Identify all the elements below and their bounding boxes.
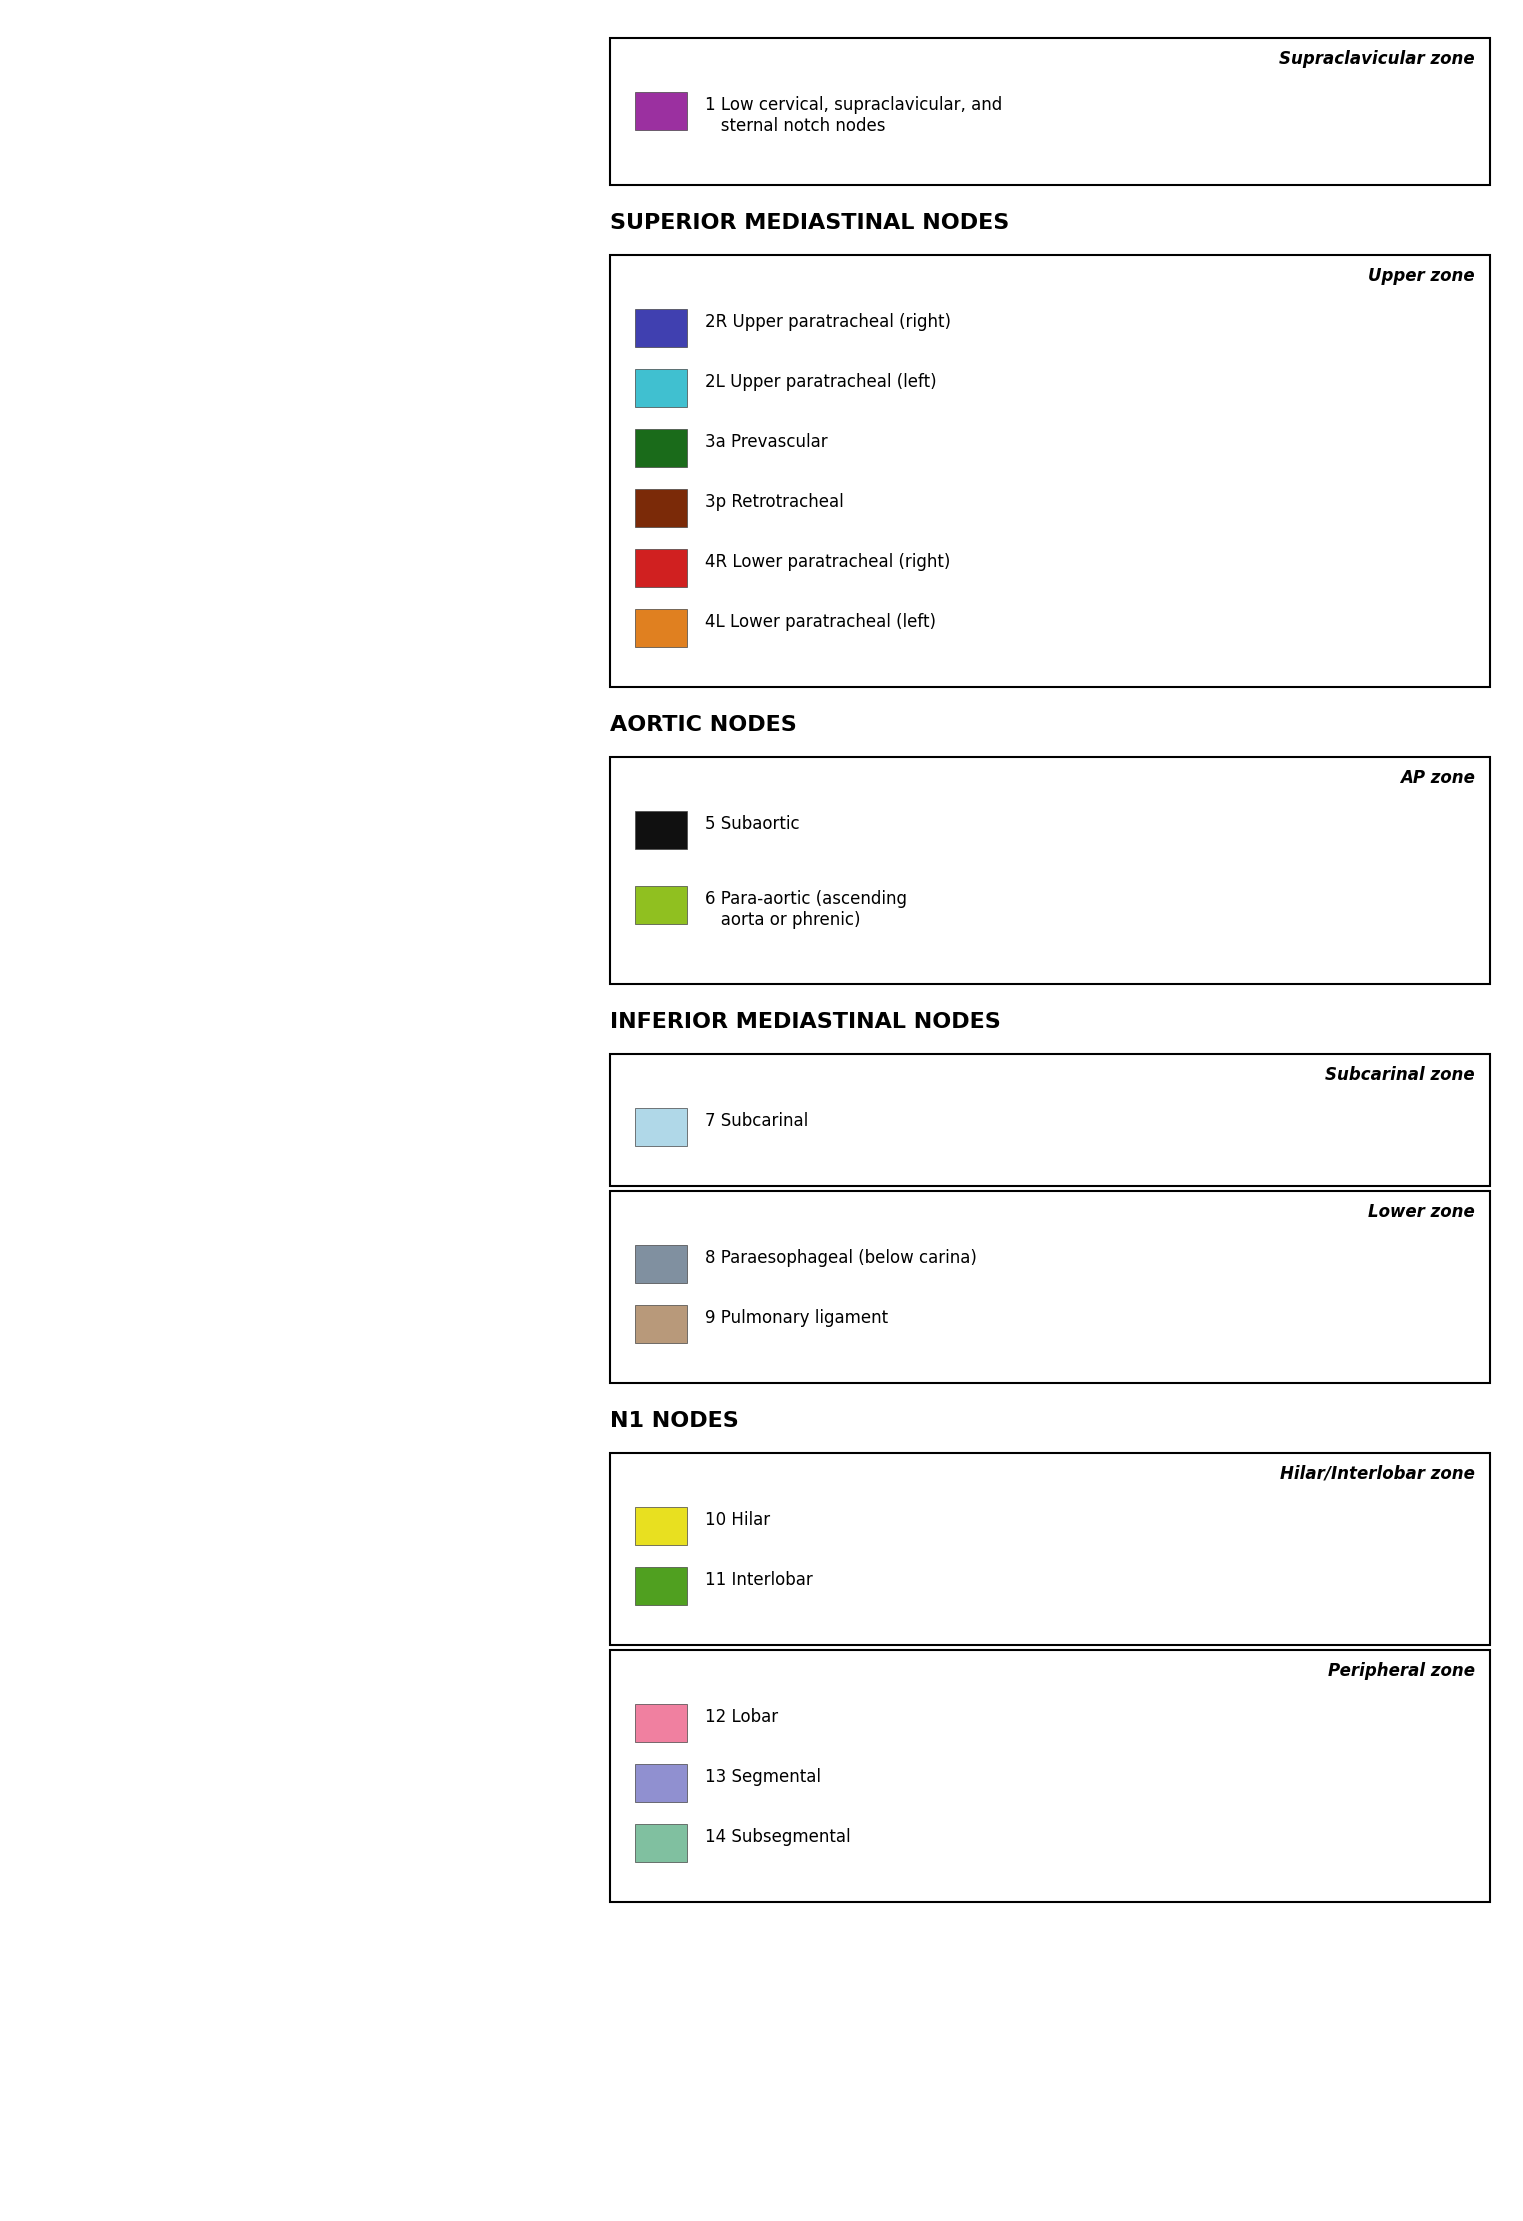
Text: AP zone: AP zone <box>1400 768 1474 786</box>
Text: INFERIOR MEDIASTINAL NODES: INFERIOR MEDIASTINAL NODES <box>611 1013 1001 1033</box>
Bar <box>611 38 1489 184</box>
Bar <box>635 1306 687 1344</box>
Text: 6 Para-aortic (ascending
   aorta or phrenic): 6 Para-aortic (ascending aorta or phreni… <box>705 891 908 928</box>
Bar <box>635 811 687 848</box>
Text: 12 Lobar: 12 Lobar <box>705 1708 778 1726</box>
Text: 3a Prevascular: 3a Prevascular <box>705 433 827 451</box>
Bar <box>635 1823 687 1861</box>
Bar <box>635 1508 687 1546</box>
Text: 9 Pulmonary ligament: 9 Pulmonary ligament <box>705 1308 888 1326</box>
Bar <box>635 429 687 466</box>
Text: Upper zone: Upper zone <box>1368 267 1474 284</box>
Text: Lower zone: Lower zone <box>1368 1204 1474 1222</box>
Bar <box>635 886 687 924</box>
Text: 8 Paraesophageal (below carina): 8 Paraesophageal (below carina) <box>705 1248 976 1266</box>
Bar <box>635 1763 687 1801</box>
Text: 2L Upper paratracheal (left): 2L Upper paratracheal (left) <box>705 373 937 391</box>
Text: AORTIC NODES: AORTIC NODES <box>611 715 797 735</box>
Text: Supraclavicular zone: Supraclavicular zone <box>1279 51 1474 69</box>
Bar <box>635 1704 687 1741</box>
Text: 11 Interlobar: 11 Interlobar <box>705 1570 813 1588</box>
Text: N1 NODES: N1 NODES <box>611 1410 739 1430</box>
Text: Hilar/Interlobar zone: Hilar/Interlobar zone <box>1281 1466 1474 1484</box>
Text: 2R Upper paratracheal (right): 2R Upper paratracheal (right) <box>705 313 950 331</box>
Bar <box>635 91 687 131</box>
Bar <box>611 1453 1489 1646</box>
Text: 7 Subcarinal: 7 Subcarinal <box>705 1113 809 1130</box>
Bar <box>635 309 687 346</box>
Text: 5 Subaortic: 5 Subaortic <box>705 815 800 833</box>
Bar <box>611 1650 1489 1901</box>
Bar <box>611 757 1489 984</box>
Text: 13 Segmental: 13 Segmental <box>705 1768 821 1786</box>
Bar <box>635 549 687 586</box>
Bar <box>635 1246 687 1284</box>
Text: 4R Lower paratracheal (right): 4R Lower paratracheal (right) <box>705 553 950 571</box>
Bar <box>635 609 687 646</box>
Bar <box>635 1568 687 1606</box>
Text: 3p Retrotracheal: 3p Retrotracheal <box>705 493 844 511</box>
Text: 4L Lower paratracheal (left): 4L Lower paratracheal (left) <box>705 613 937 631</box>
Bar <box>611 1190 1489 1384</box>
Text: Subcarinal zone: Subcarinal zone <box>1325 1066 1474 1084</box>
Bar <box>635 489 687 526</box>
Bar <box>611 1055 1489 1186</box>
Bar <box>635 369 687 406</box>
Text: 10 Hilar: 10 Hilar <box>705 1510 771 1528</box>
Bar <box>635 1108 687 1146</box>
Text: SUPERIOR MEDIASTINAL NODES: SUPERIOR MEDIASTINAL NODES <box>611 213 1010 233</box>
Text: 1 Low cervical, supraclavicular, and
   sternal notch nodes: 1 Low cervical, supraclavicular, and ste… <box>705 96 1002 135</box>
Bar <box>611 255 1489 686</box>
Text: Peripheral zone: Peripheral zone <box>1328 1661 1474 1679</box>
Text: 14 Subsegmental: 14 Subsegmental <box>705 1828 851 1846</box>
